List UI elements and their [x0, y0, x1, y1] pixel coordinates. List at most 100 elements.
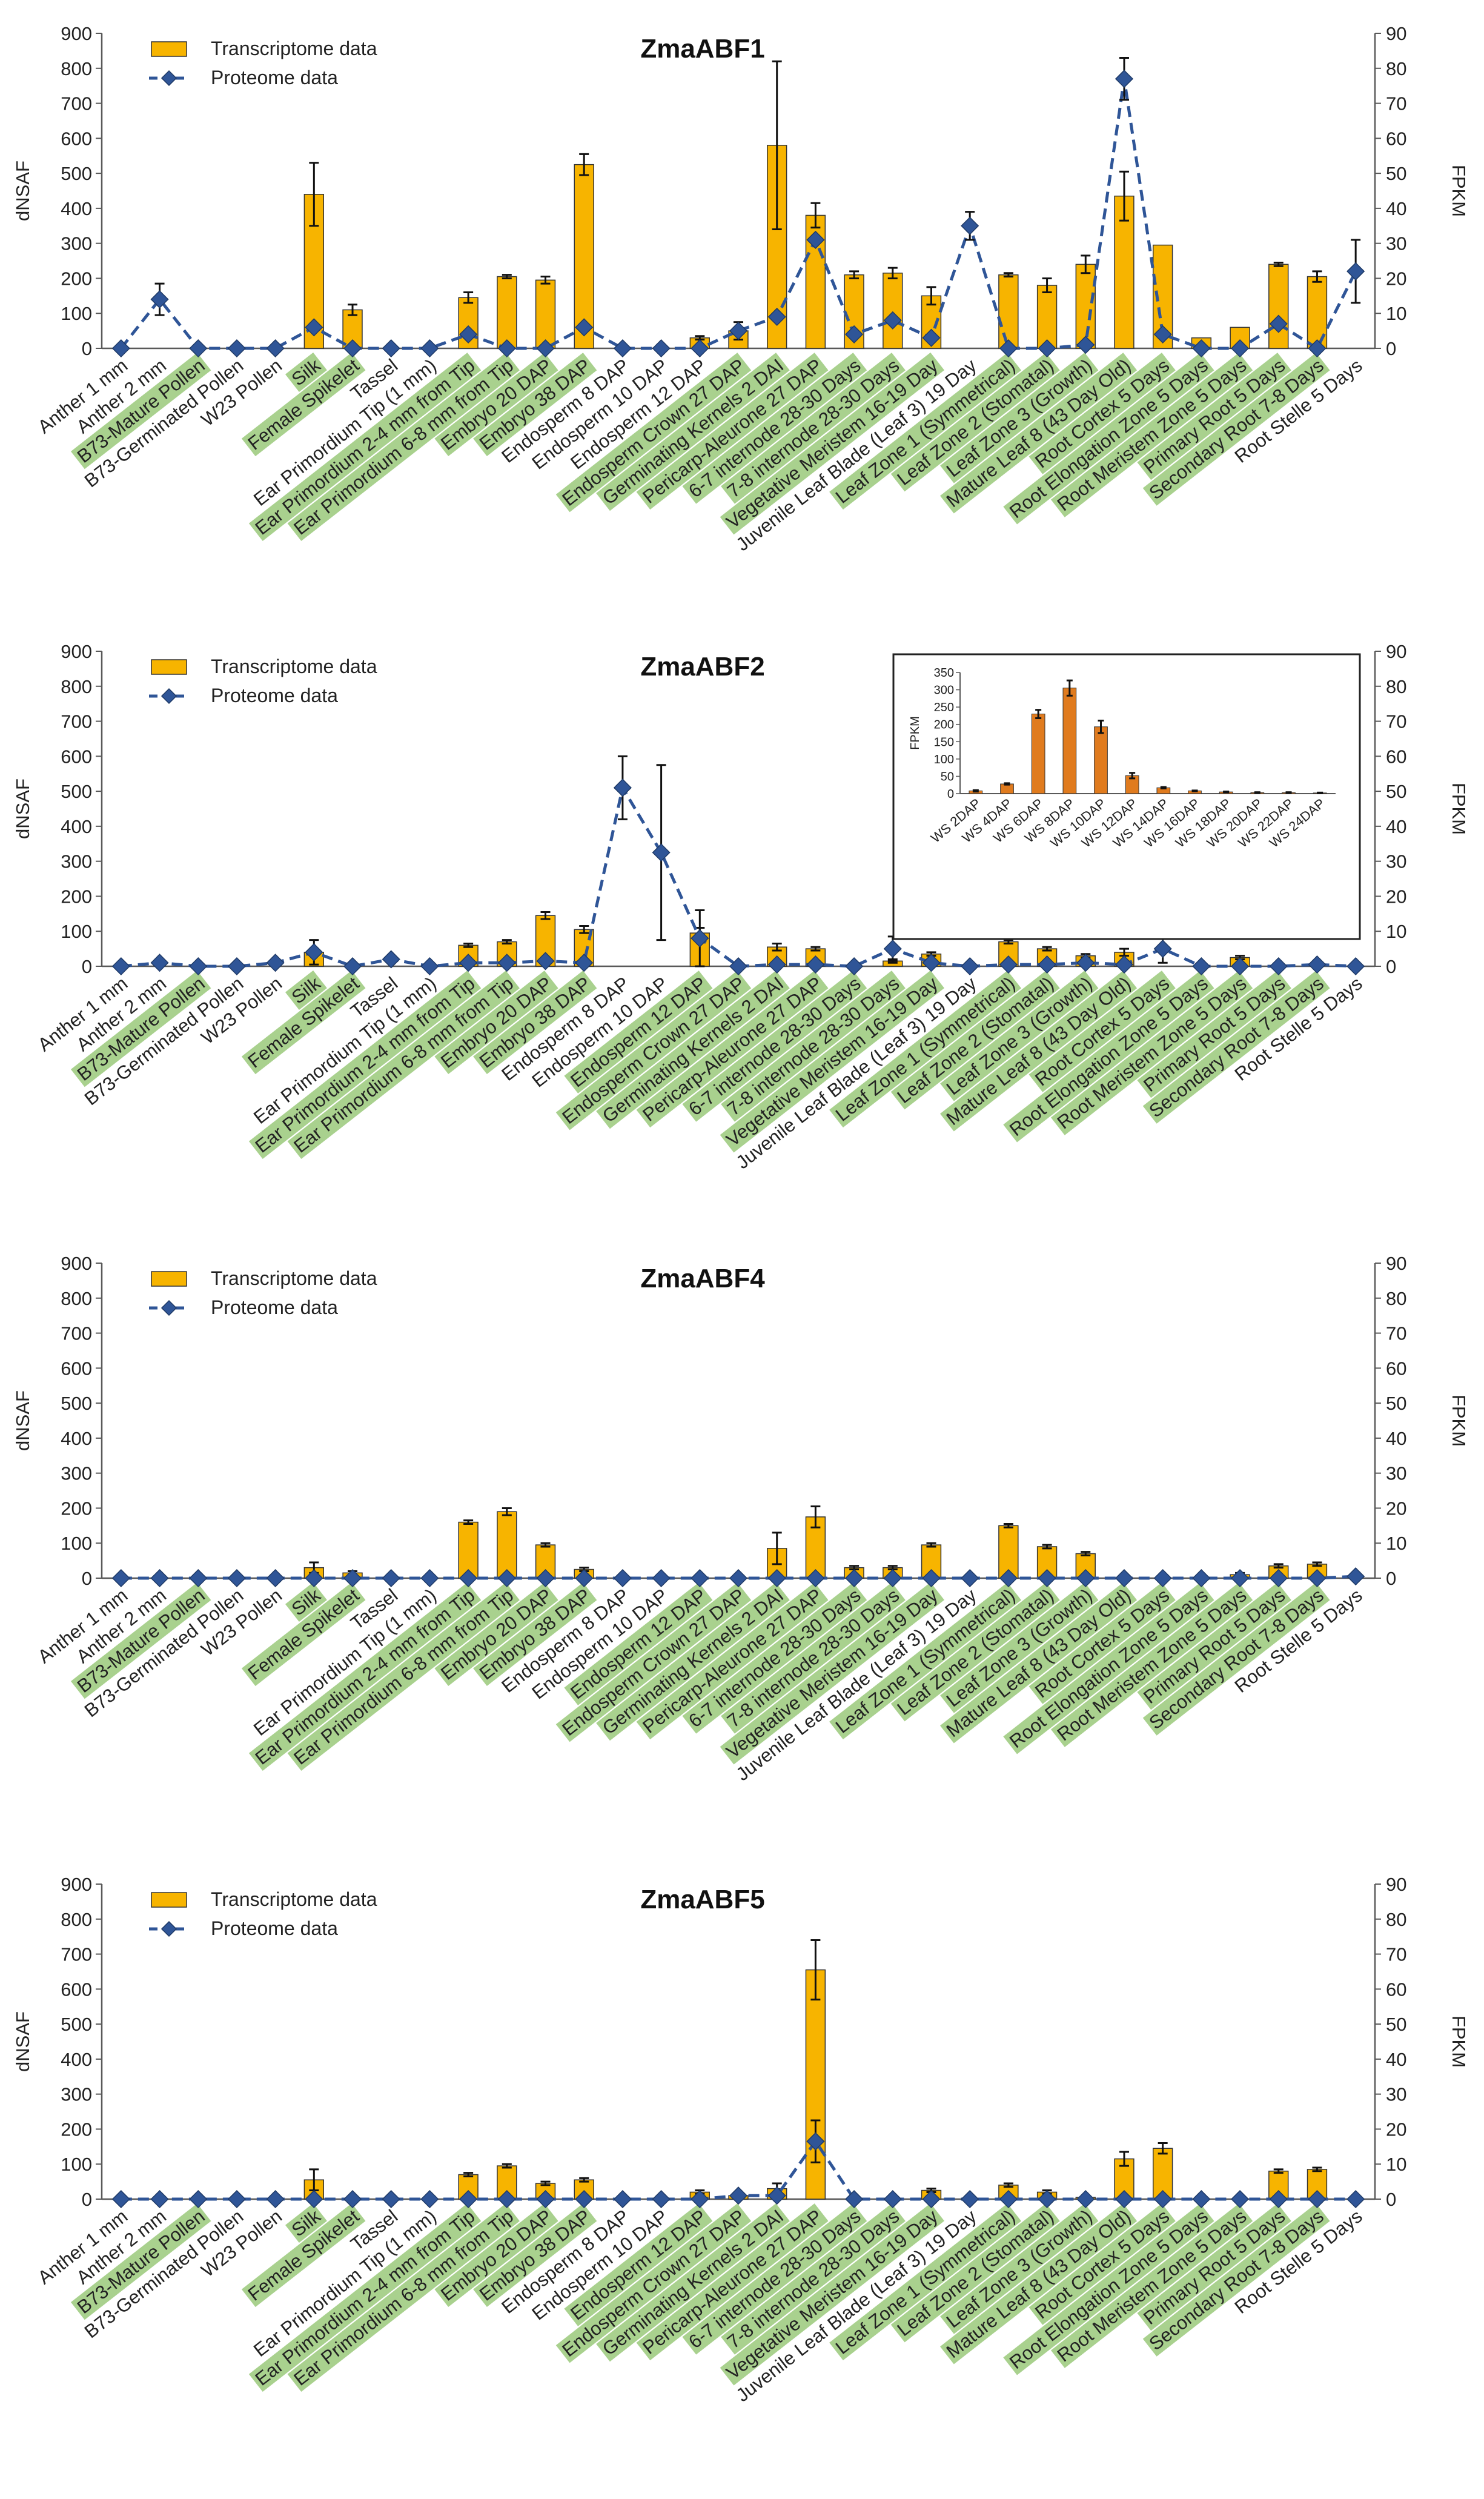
proteome-point: [111, 339, 130, 358]
x-tick-highlight: [473, 2203, 597, 2308]
proteome-point: [189, 2189, 208, 2209]
x-tick-highlight: [1050, 353, 1253, 517]
inset-error-bar: [1129, 772, 1136, 780]
legend-bar-label: Transcriptome data: [211, 655, 377, 677]
inset-bar: [1062, 688, 1077, 794]
right-tick-label: 30: [1386, 2084, 1406, 2105]
proteome-point: [420, 1568, 439, 1588]
proteome-point: [961, 216, 979, 235]
x-tick-highlight: [636, 1582, 829, 1740]
left-tick-label: 100: [61, 1533, 92, 1554]
proteome-point: [1153, 2189, 1172, 2209]
transcriptome-error-bar: [463, 1519, 474, 1525]
left-tick-label: 400: [61, 816, 92, 837]
right-tick-label: 90: [1386, 1874, 1406, 1895]
proteome-point: [305, 2189, 323, 2209]
left-axis-title: dNSAF: [12, 1390, 33, 1451]
left-tick-label: 900: [61, 1253, 92, 1274]
proteome-point: [575, 954, 594, 972]
right-tick-label: 60: [1386, 746, 1406, 767]
transcriptome-error-bar: [1081, 1551, 1091, 1556]
transcriptome-error-bar: [1042, 946, 1052, 952]
right-tick-label: 40: [1386, 816, 1406, 837]
left-tick-label: 100: [61, 303, 92, 324]
proteome-point: [1308, 339, 1327, 358]
transcriptome-error-bar: [1042, 277, 1052, 294]
proteome-point: [999, 339, 1018, 358]
proteome-point: [1269, 2189, 1288, 2209]
proteome-point: [189, 339, 208, 358]
left-tick-label: 500: [61, 781, 92, 802]
transcriptome-error-bar: [810, 1939, 821, 2001]
inset-bar: [1031, 714, 1045, 794]
right-tick-label: 10: [1386, 303, 1406, 324]
proteome-point: [497, 339, 516, 358]
proteome-point: [806, 1568, 825, 1588]
x-tick-highlight: [596, 1582, 790, 1741]
proteome-point: [1038, 955, 1056, 974]
legend-line-label: Proteome data: [211, 67, 338, 88]
transcriptome-error-bar: [1119, 2151, 1129, 2167]
x-tick-highlight: [248, 1582, 482, 1771]
right-axis-title: FPKM: [1448, 783, 1469, 835]
x-tick-highlight: [241, 970, 366, 1075]
x-tick-highlight: [940, 353, 1099, 483]
left-axis-title: dNSAF: [12, 2011, 33, 2072]
proteome-point: [613, 339, 632, 358]
x-tick-highlight: [434, 353, 558, 457]
proteome-point: [1230, 339, 1250, 358]
proteome-point: [459, 1568, 478, 1588]
left-tick-label: 800: [61, 676, 92, 697]
proteome-point: [536, 2189, 555, 2209]
inset-frame: [892, 653, 1361, 940]
right-tick-label: 90: [1386, 23, 1406, 44]
left-tick-label: 600: [61, 1358, 92, 1379]
transcriptome-error-bar: [540, 2180, 551, 2186]
inset-bar: [1094, 726, 1108, 794]
x-tick-highlight: [596, 353, 790, 511]
proteome-point: [652, 2189, 671, 2209]
inset-error-bar: [1004, 782, 1010, 786]
proteome-point: [420, 339, 439, 358]
x-tick-highlight: [1029, 2203, 1176, 2325]
proteome-point: [343, 957, 362, 976]
left-tick-label: 700: [61, 1944, 92, 1965]
left-tick-label: 700: [61, 711, 92, 732]
proteome-point: [1076, 2189, 1095, 2209]
right-axis-title: FPKM: [1448, 2016, 1469, 2068]
x-tick-highlight: [248, 2203, 482, 2392]
inset-error-bar: [1285, 791, 1292, 794]
proteome-point: [420, 2189, 439, 2209]
transcriptome-bar: [998, 274, 1019, 349]
left-axis-title: dNSAF: [12, 161, 33, 221]
transcriptome-error-bar: [463, 942, 474, 948]
transcriptome-error-bar: [1158, 2142, 1168, 2155]
proteome-point: [1153, 940, 1172, 958]
transcriptome-bar: [1268, 264, 1289, 349]
x-tick-highlight: [285, 1582, 327, 1622]
inset-axis-title: FPKM: [909, 716, 922, 750]
transcriptome-error-bar: [1273, 261, 1284, 267]
legend-line-label: Proteome data: [211, 1296, 338, 1318]
x-tick-highlight: [287, 971, 520, 1160]
right-tick-label: 70: [1386, 711, 1406, 732]
x-tick-highlight: [682, 353, 867, 504]
proteome-point: [767, 955, 786, 974]
transcriptome-error-bar: [926, 286, 936, 306]
proteome-point: [845, 325, 864, 343]
proteome-point: [111, 2189, 130, 2209]
proteome-point: [613, 2189, 632, 2209]
left-tick-label: 200: [61, 2119, 92, 2140]
proteome-point: [305, 318, 323, 337]
x-tick-highlight: [720, 970, 944, 1153]
proteome-point: [227, 1568, 246, 1588]
x-tick-highlight: [720, 1582, 944, 1765]
proteome-point: [1230, 2189, 1250, 2209]
proteome-point: [536, 952, 555, 971]
transcriptome-error-bar: [540, 911, 551, 920]
proteome-point: [1076, 954, 1095, 972]
proteome-point: [652, 1568, 671, 1588]
right-axis-title: FPKM: [1448, 1395, 1469, 1447]
transcriptome-bar: [805, 1969, 826, 2200]
